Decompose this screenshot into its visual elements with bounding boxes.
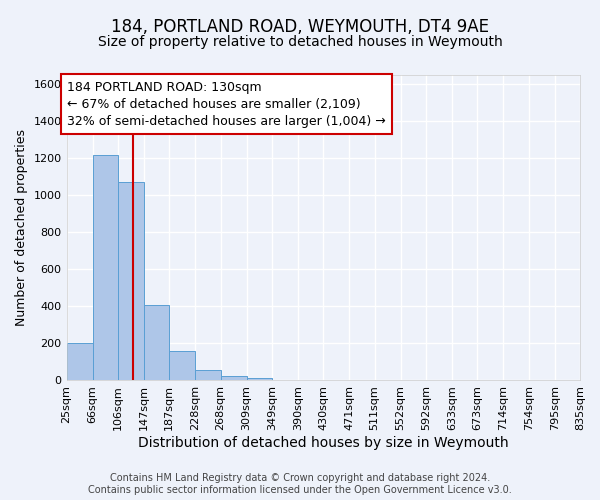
- Bar: [195, 370, 221, 380]
- Text: 184 PORTLAND ROAD: 130sqm
← 67% of detached houses are smaller (2,109)
32% of se: 184 PORTLAND ROAD: 130sqm ← 67% of detac…: [67, 80, 386, 128]
- Bar: [144, 304, 169, 380]
- X-axis label: Distribution of detached houses by size in Weymouth: Distribution of detached houses by size …: [138, 436, 509, 450]
- Bar: [247, 378, 272, 380]
- Bar: [221, 376, 247, 380]
- Bar: [118, 182, 144, 380]
- Y-axis label: Number of detached properties: Number of detached properties: [15, 129, 28, 326]
- Bar: [169, 351, 195, 380]
- Text: 184, PORTLAND ROAD, WEYMOUTH, DT4 9AE: 184, PORTLAND ROAD, WEYMOUTH, DT4 9AE: [111, 18, 489, 36]
- Bar: [67, 344, 92, 380]
- Bar: [92, 154, 118, 380]
- Text: Size of property relative to detached houses in Weymouth: Size of property relative to detached ho…: [98, 35, 502, 49]
- Text: Contains HM Land Registry data © Crown copyright and database right 2024.
Contai: Contains HM Land Registry data © Crown c…: [88, 474, 512, 495]
